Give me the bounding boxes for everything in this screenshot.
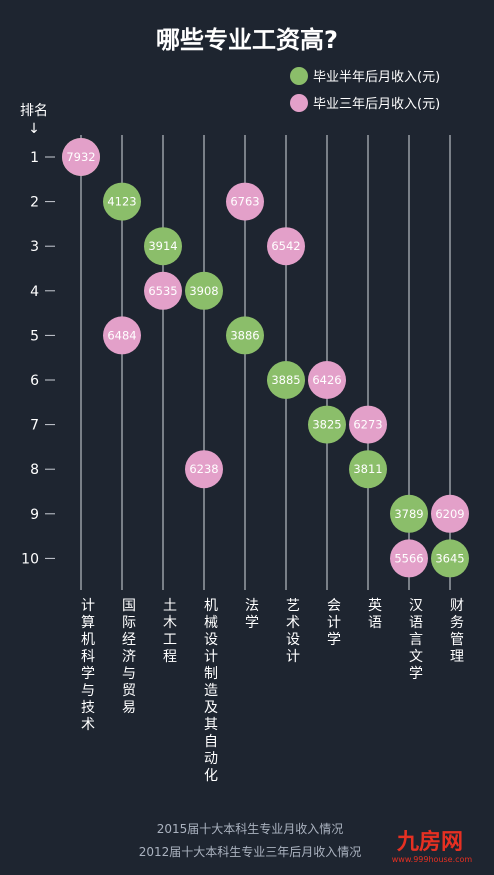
data-label: 3914	[148, 239, 177, 253]
data-points: 4978412339143908388638853825381137893645…	[62, 138, 469, 578]
data-label: 3825	[312, 418, 341, 432]
data-label: 5566	[394, 551, 423, 565]
data-point	[349, 405, 387, 444]
major-label: 会计学	[327, 598, 341, 648]
logo-url: www.999house.com	[392, 855, 473, 864]
major-label: 汉语言文学	[409, 598, 423, 682]
major-labels: 计算机科学与技术 国际经济与贸易 土木工程 机械设计制造及其自动化 法学 艺术设计 会计学 英…	[81, 597, 464, 784]
data-point	[144, 271, 182, 310]
data-label: 6209	[435, 507, 464, 521]
major-label: 财务管理	[450, 598, 464, 665]
data-label: 6273	[353, 418, 382, 432]
major-label: 艺术设计	[286, 598, 300, 665]
data-label: 6426	[312, 373, 341, 387]
data-label: 6542	[271, 239, 300, 253]
legend: 毕业半年后月收入(元) 毕业三年后月收入(元)	[290, 67, 440, 112]
data-point	[144, 227, 182, 266]
data-point	[390, 494, 428, 533]
data-point	[103, 316, 141, 355]
data-point	[267, 227, 305, 266]
data-label: 6238	[189, 462, 218, 476]
major-label: 计算机科学与技术	[81, 598, 95, 733]
data-point	[185, 450, 223, 489]
data-label: 7932	[66, 150, 95, 164]
rank-tick-label: 10	[21, 551, 39, 567]
data-label: 3789	[394, 507, 423, 521]
data-point	[308, 405, 346, 444]
rank-header: 排名	[20, 103, 48, 119]
rank-axis: 1 2 3 4 5 6 7 8 9 10	[21, 150, 55, 567]
data-point	[267, 361, 305, 399]
major-label: 英语	[368, 597, 382, 631]
data-point	[431, 494, 469, 533]
footer-line-2: 2012届十大本科生专业三年后月收入情况	[139, 844, 362, 859]
data-label: 3886	[230, 328, 259, 342]
legend-label-three-year: 毕业三年后月收入(元)	[313, 97, 440, 112]
rank-tick-label: 6	[30, 373, 39, 389]
data-point	[226, 182, 264, 221]
rank-tick-label: 2	[30, 195, 39, 211]
legend-label-half-year: 毕业半年后月收入(元)	[313, 70, 440, 85]
data-point	[349, 450, 387, 489]
data-label: 4123	[107, 195, 136, 209]
major-label: 国际经济与贸易	[122, 598, 136, 716]
data-label: 3885	[271, 373, 300, 387]
logo-text: 九房网	[396, 829, 463, 855]
major-label: 土木工程	[163, 598, 177, 665]
major-label: 法学	[245, 598, 259, 631]
data-label: 6535	[148, 284, 177, 298]
chart-title: 哪些专业工资高?	[156, 26, 338, 54]
data-label: 6484	[107, 328, 136, 342]
data-point	[390, 539, 428, 578]
rank-tick-label: 9	[30, 507, 39, 523]
major-label: 机械设计制造及其自动化	[204, 598, 218, 784]
data-point	[431, 539, 469, 578]
series-half-year: 4978412339143908388638853825381137893645	[62, 138, 469, 578]
footer-line-1: 2015届十大本科生专业月收入情况	[157, 821, 344, 836]
data-point	[62, 138, 100, 176]
data-point	[185, 271, 223, 310]
data-label: 3645	[435, 551, 464, 565]
rank-tick-label: 5	[30, 328, 39, 344]
rank-tick-label: 8	[30, 462, 39, 478]
data-point	[103, 182, 141, 221]
site-logo: 九房网 www.999house.com	[392, 829, 473, 864]
data-label: 3811	[353, 462, 382, 476]
data-label: 6763	[230, 195, 259, 209]
rank-tick-label: 1	[30, 150, 39, 166]
rank-tick-label: 4	[30, 284, 39, 300]
data-point	[308, 361, 346, 399]
series-three-year: 7932 6484 6535 6238 6763 6542 6426 6273 5566 6209	[62, 138, 469, 578]
legend-marker-three-year	[290, 94, 308, 112]
data-label: 3908	[189, 284, 218, 298]
rank-tick-label: 7	[30, 418, 39, 434]
data-point	[226, 316, 264, 355]
rank-arrow: ↓	[28, 121, 40, 137]
legend-marker-half-year	[290, 67, 308, 85]
rank-tick-label: 3	[30, 239, 39, 255]
